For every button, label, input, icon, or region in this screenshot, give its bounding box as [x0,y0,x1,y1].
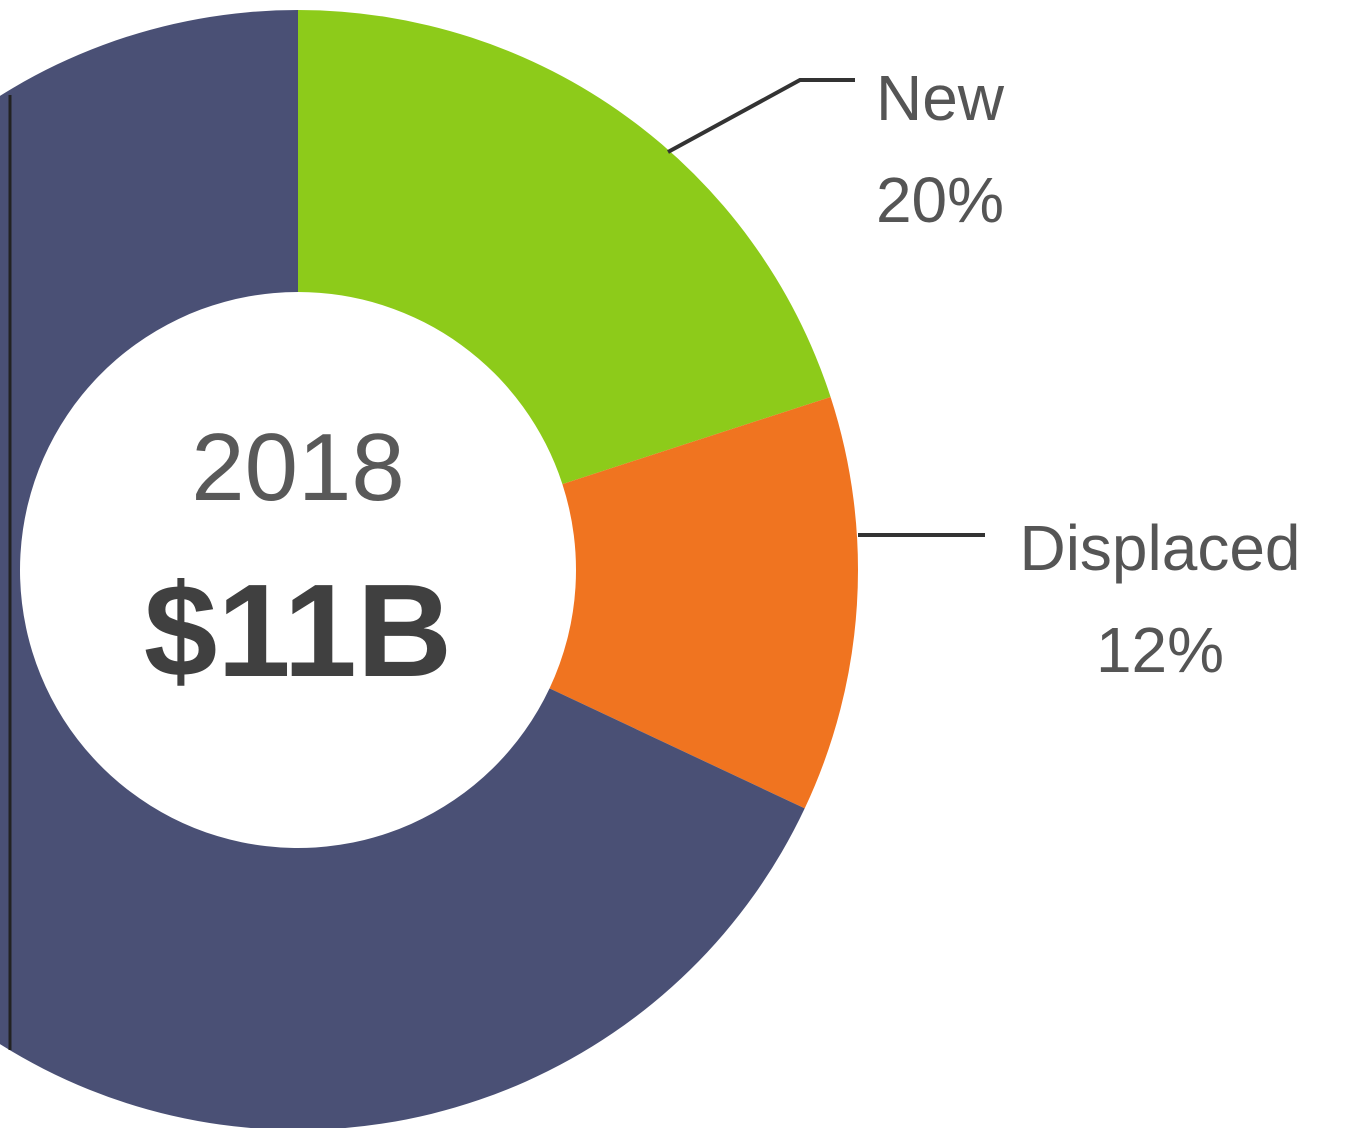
donut-slice-displaced [549,396,859,809]
slice-label-new: New [876,62,1005,134]
slice-labels: New 20% Displaced 12% [876,62,1301,686]
center-year-label: 2018 [191,414,405,521]
leader-line-new [667,78,855,154]
slice-value-displaced: 12% [1096,614,1224,686]
donut-slice-new [298,10,831,485]
leader-lines [667,78,985,537]
slice-value-new: 20% [876,164,1004,236]
donut-slice-other [0,10,805,1128]
slice-label-displaced: Displaced [1019,512,1300,584]
donut-slices [0,10,859,1128]
center-total-label: $11B [144,557,452,704]
